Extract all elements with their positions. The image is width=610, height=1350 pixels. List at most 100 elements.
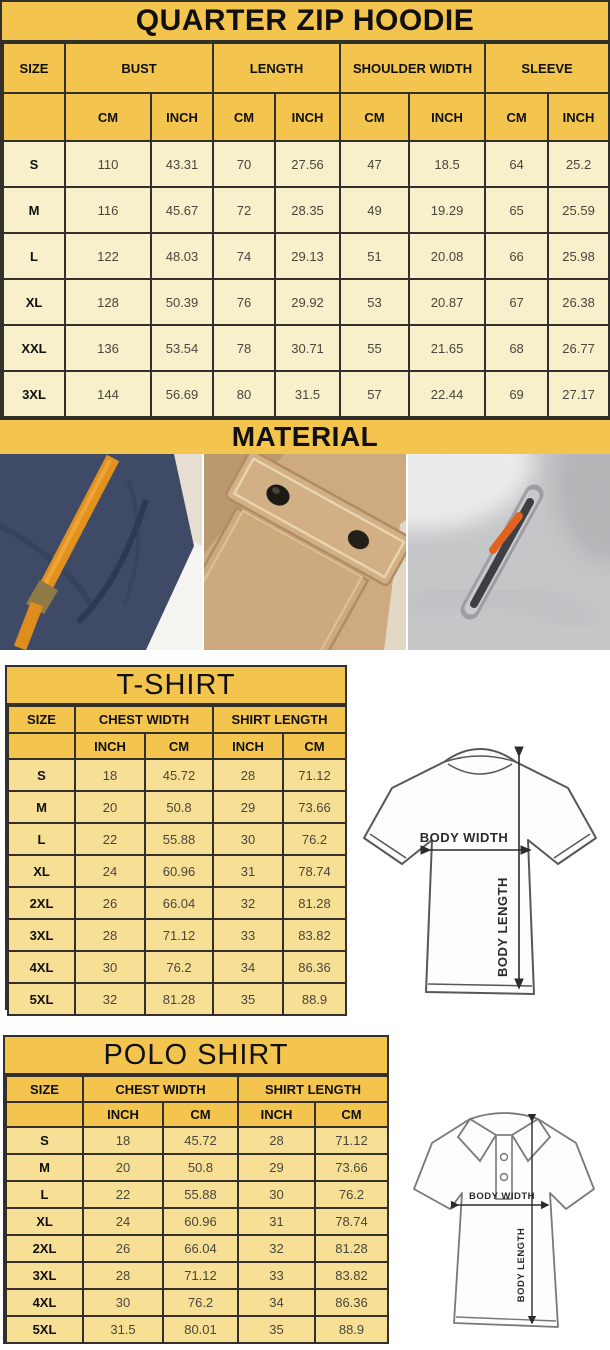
cuff-seam xyxy=(553,833,591,859)
measurement-value: 50.8 xyxy=(144,790,214,824)
size-row-4XL: 4XL 30 76.2 34 86.36 xyxy=(7,950,347,984)
gray-fleece-zipper-pocket-photo xyxy=(408,454,610,650)
measurement-value: 78 xyxy=(212,324,277,372)
measurement-value: 31 xyxy=(212,854,284,888)
measurement-value: 136 xyxy=(64,324,152,372)
unit-inch: INCH xyxy=(408,92,487,142)
hoodie-sleeve-header: SLEEVE xyxy=(484,42,610,94)
size-row-3XL: 3XL 28 71.12 33 83.82 xyxy=(5,1261,389,1290)
measurement-value: 35 xyxy=(237,1315,316,1344)
measurement-value: 30.71 xyxy=(274,324,342,372)
measurement-value: 83.82 xyxy=(314,1261,389,1290)
measurement-value: 28.35 xyxy=(274,186,342,234)
size-label: 3XL xyxy=(7,918,76,952)
khaki-snap-button-pocket-photo xyxy=(204,454,406,650)
collar-back xyxy=(469,1112,539,1120)
unit-inch: INCH xyxy=(547,92,610,142)
measurement-value: 64 xyxy=(484,140,550,188)
measurement-value: 66.04 xyxy=(162,1234,239,1263)
tshirt-chart-title: T-SHIRT xyxy=(7,667,345,705)
empty-cell xyxy=(5,1101,84,1128)
measurement-value: 43.31 xyxy=(149,140,215,188)
tshirt-length-header: SHIRT LENGTH xyxy=(212,705,347,734)
measurement-value: 49 xyxy=(339,186,411,234)
polo-button xyxy=(499,1152,509,1162)
body-width-label: BODY WIDTH xyxy=(420,830,509,845)
measurement-value: 74 xyxy=(212,232,277,280)
measurement-value: 25.2 xyxy=(547,140,610,188)
tshirt-table-body: S 18 45.72 28 71.12 M 20 50.8 29 73.66 L 22 55.88 30 7… xyxy=(7,758,347,1016)
size-label: S xyxy=(7,758,76,792)
pocket-seam xyxy=(75,499,149,625)
measurement-value: 83.82 xyxy=(282,918,347,952)
unit-inch: INCH xyxy=(82,1101,164,1128)
measurement-value: 20.87 xyxy=(408,278,487,326)
hoodie-size-chart: QUARTER ZIP HOODIE SIZE BUST LENGTH SHOU… xyxy=(0,0,610,418)
hoodie-header-row: SIZE BUST LENGTH SHOULDER WIDTH SLEEVE xyxy=(2,42,610,94)
size-row-XL: XL 24 60.96 31 78.74 xyxy=(5,1207,389,1236)
measurement-value: 18 xyxy=(82,1126,164,1155)
measurement-value: 30 xyxy=(237,1180,316,1209)
size-row-L: L 122 48.03 74 29.13 51 20.08 66 25.98 xyxy=(2,232,610,280)
size-label: S xyxy=(2,140,66,188)
size-label: 5XL xyxy=(7,982,76,1016)
measurement-value: 53.54 xyxy=(149,324,215,372)
size-row-3XL: 3XL 28 71.12 33 83.82 xyxy=(7,918,347,952)
fabric-fold xyxy=(122,479,140,607)
measurement-value: 88.9 xyxy=(314,1315,389,1344)
measurement-value: 81.28 xyxy=(282,886,347,920)
measurement-value: 28 xyxy=(82,1261,164,1290)
measurement-value: 20 xyxy=(82,1153,164,1182)
measurement-value: 86.36 xyxy=(314,1288,389,1317)
size-row-S: S 18 45.72 28 71.12 xyxy=(5,1126,389,1155)
measurement-value: 144 xyxy=(64,370,152,418)
size-row-L: L 22 55.88 30 76.2 xyxy=(5,1180,389,1209)
size-row-S: S 110 43.31 70 27.56 47 18.5 64 25.2 xyxy=(2,140,610,188)
size-row-S: S 18 45.72 28 71.12 xyxy=(7,758,347,792)
measurement-value: 28 xyxy=(74,918,146,952)
size-row-3XL: 3XL 144 56.69 80 31.5 57 22.44 69 27.17 xyxy=(2,370,610,418)
polo-size-header: SIZE xyxy=(5,1075,84,1103)
measurement-value: 81.28 xyxy=(314,1234,389,1263)
measurement-value: 45.72 xyxy=(144,758,214,792)
size-label: M xyxy=(7,790,76,824)
measurement-value: 35 xyxy=(212,982,284,1016)
polo-button xyxy=(499,1172,509,1182)
measurement-value: 26 xyxy=(82,1234,164,1263)
measurement-value: 45.72 xyxy=(162,1126,239,1155)
measurement-value: 122 xyxy=(64,232,152,280)
measurement-value: 20 xyxy=(74,790,146,824)
measurement-value: 81.28 xyxy=(144,982,214,1016)
size-row-M: M 116 45.67 72 28.35 49 19.29 65 25.59 xyxy=(2,186,610,234)
measurement-value: 78.74 xyxy=(282,854,347,888)
tshirt-size-header: SIZE xyxy=(7,705,76,734)
cargo-pocket xyxy=(204,454,406,650)
measurement-value: 56.69 xyxy=(149,370,215,418)
unit-cm: CM xyxy=(282,732,347,760)
hoodie-size-table: SIZE BUST LENGTH SHOULDER WIDTH SLEEVE C… xyxy=(2,42,610,418)
size-label: L xyxy=(5,1180,84,1209)
snap-button xyxy=(347,530,370,550)
measurement-value: 34 xyxy=(237,1288,316,1317)
measurement-value: 30 xyxy=(212,822,284,856)
hoodie-length-header: LENGTH xyxy=(212,42,342,94)
measurement-value: 24 xyxy=(74,854,146,888)
measurement-value: 25.59 xyxy=(547,186,610,234)
measurement-value: 55.88 xyxy=(144,822,214,856)
measurement-value: 72 xyxy=(212,186,277,234)
measurement-value: 32 xyxy=(212,886,284,920)
polo-chart-title: POLO SHIRT xyxy=(5,1037,387,1075)
measurement-value: 32 xyxy=(74,982,146,1016)
measurement-value: 18.5 xyxy=(408,140,487,188)
tshirt-outline xyxy=(363,748,597,995)
measurement-value: 33 xyxy=(237,1261,316,1290)
button-placket xyxy=(495,1134,513,1200)
measurement-value: 80.01 xyxy=(162,1315,239,1344)
empty-cell xyxy=(7,732,76,760)
size-row-2XL: 2XL 26 66.04 32 81.28 xyxy=(7,886,347,920)
measurement-value: 27.56 xyxy=(274,140,342,188)
measurement-value: 65 xyxy=(484,186,550,234)
polo-chest-header: CHEST WIDTH xyxy=(82,1075,239,1103)
flap-stitching xyxy=(232,456,406,579)
unit-cm: CM xyxy=(212,92,277,142)
